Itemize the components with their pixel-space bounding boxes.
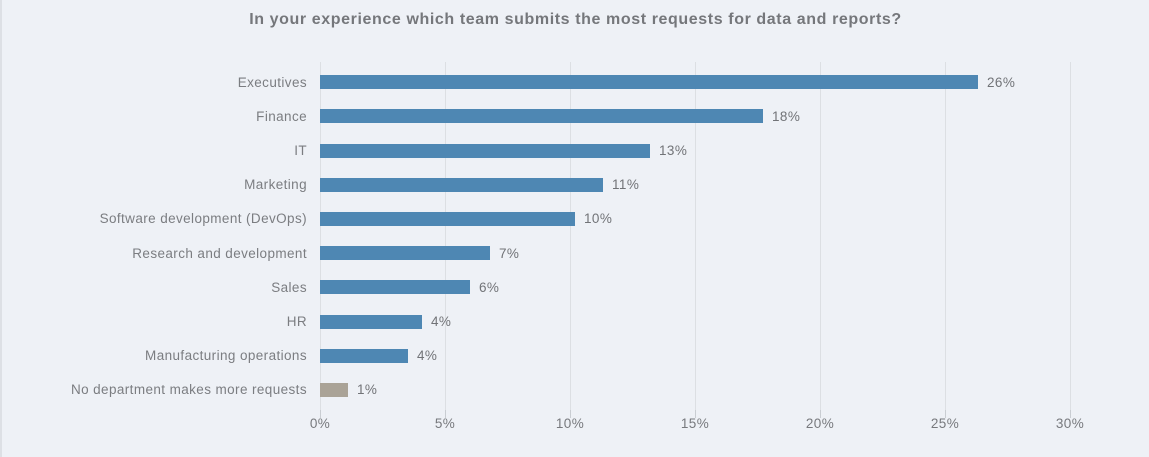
category-label: Software development (DevOps) (99, 211, 307, 227)
gridline (1070, 62, 1071, 410)
x-axis-tick-label: 15% (680, 416, 710, 431)
value-label: 6% (479, 279, 500, 295)
value-label: 4% (417, 348, 438, 364)
category-label: Finance (256, 108, 307, 124)
gridline (820, 62, 821, 410)
value-label: 26% (987, 74, 1016, 90)
bar (320, 143, 650, 158)
bar (320, 211, 575, 226)
category-label: Executives (237, 74, 307, 90)
category-label: Research and development (132, 245, 307, 261)
gridline (695, 62, 696, 410)
category-label: Manufacturing operations (145, 348, 307, 364)
x-axis-tick (695, 410, 696, 418)
x-axis-tick-label: 5% (434, 416, 456, 431)
gridline (570, 62, 571, 410)
x-axis-tick (445, 410, 446, 418)
value-label: 10% (584, 211, 613, 227)
x-axis-tick-label: 10% (555, 416, 585, 431)
bar (320, 75, 978, 90)
bar (320, 314, 422, 329)
bar (320, 177, 603, 192)
bar (320, 348, 408, 363)
bar (320, 246, 490, 261)
x-axis-tick-label: 20% (805, 416, 835, 431)
category-label: Marketing (244, 177, 307, 193)
value-label: 11% (612, 177, 640, 193)
value-label: 18% (772, 108, 801, 124)
x-axis-tick (320, 410, 321, 418)
chart-title: In your experience which team submits th… (249, 11, 902, 28)
bar (320, 109, 763, 124)
x-axis-tick-label: 0% (309, 416, 331, 431)
bar (320, 382, 348, 397)
value-label: 1% (357, 382, 378, 398)
category-label: IT (294, 142, 307, 158)
category-label: HR (286, 313, 307, 329)
x-axis-tick-label: 25% (930, 416, 960, 431)
bar (320, 280, 470, 295)
value-label: 4% (431, 313, 452, 329)
gridline (445, 62, 446, 410)
category-label: No department makes more requests (70, 382, 307, 398)
x-axis-tick (570, 410, 571, 418)
x-axis-tick (1070, 410, 1071, 418)
gridline (320, 62, 321, 410)
x-axis-tick (945, 410, 946, 418)
value-label: 7% (499, 245, 520, 261)
category-label: Sales (271, 279, 307, 295)
x-axis-tick (820, 410, 821, 418)
value-label: 13% (659, 142, 688, 158)
x-axis-tick-label: 30% (1055, 416, 1085, 431)
gridline (945, 62, 946, 410)
